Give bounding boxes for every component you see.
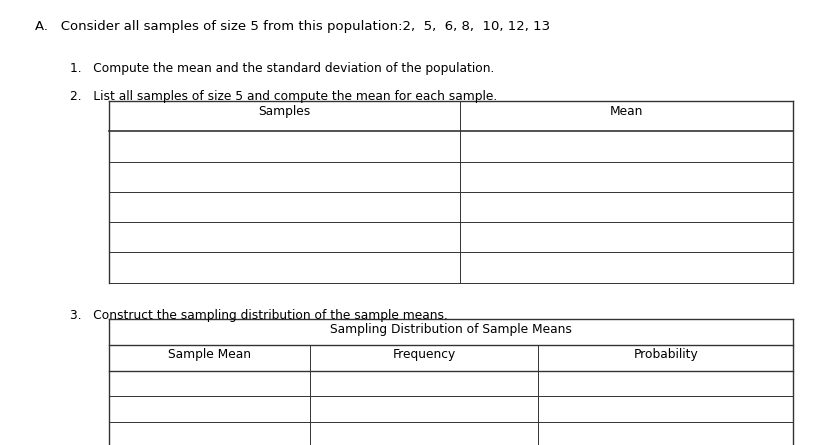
Text: 2.   List all samples of size 5 and compute the mean for each sample.: 2. List all samples of size 5 and comput… bbox=[70, 90, 497, 103]
Text: Samples: Samples bbox=[258, 105, 310, 118]
Text: 3.   Construct the sampling distribution of the sample means.: 3. Construct the sampling distribution o… bbox=[70, 309, 447, 322]
Text: Probability: Probability bbox=[633, 348, 697, 361]
Text: Sample Mean: Sample Mean bbox=[168, 348, 251, 361]
Text: A.   Consider all samples of size 5 from this population:2,  5,  6, 8,  10, 12, : A. Consider all samples of size 5 from t… bbox=[35, 20, 549, 33]
Text: Sampling Distribution of Sample Means: Sampling Distribution of Sample Means bbox=[330, 323, 571, 336]
Text: Mean: Mean bbox=[609, 105, 643, 118]
Text: 1.   Compute the mean and the standard deviation of the population.: 1. Compute the mean and the standard dev… bbox=[70, 62, 495, 75]
Text: Frequency: Frequency bbox=[392, 348, 456, 361]
